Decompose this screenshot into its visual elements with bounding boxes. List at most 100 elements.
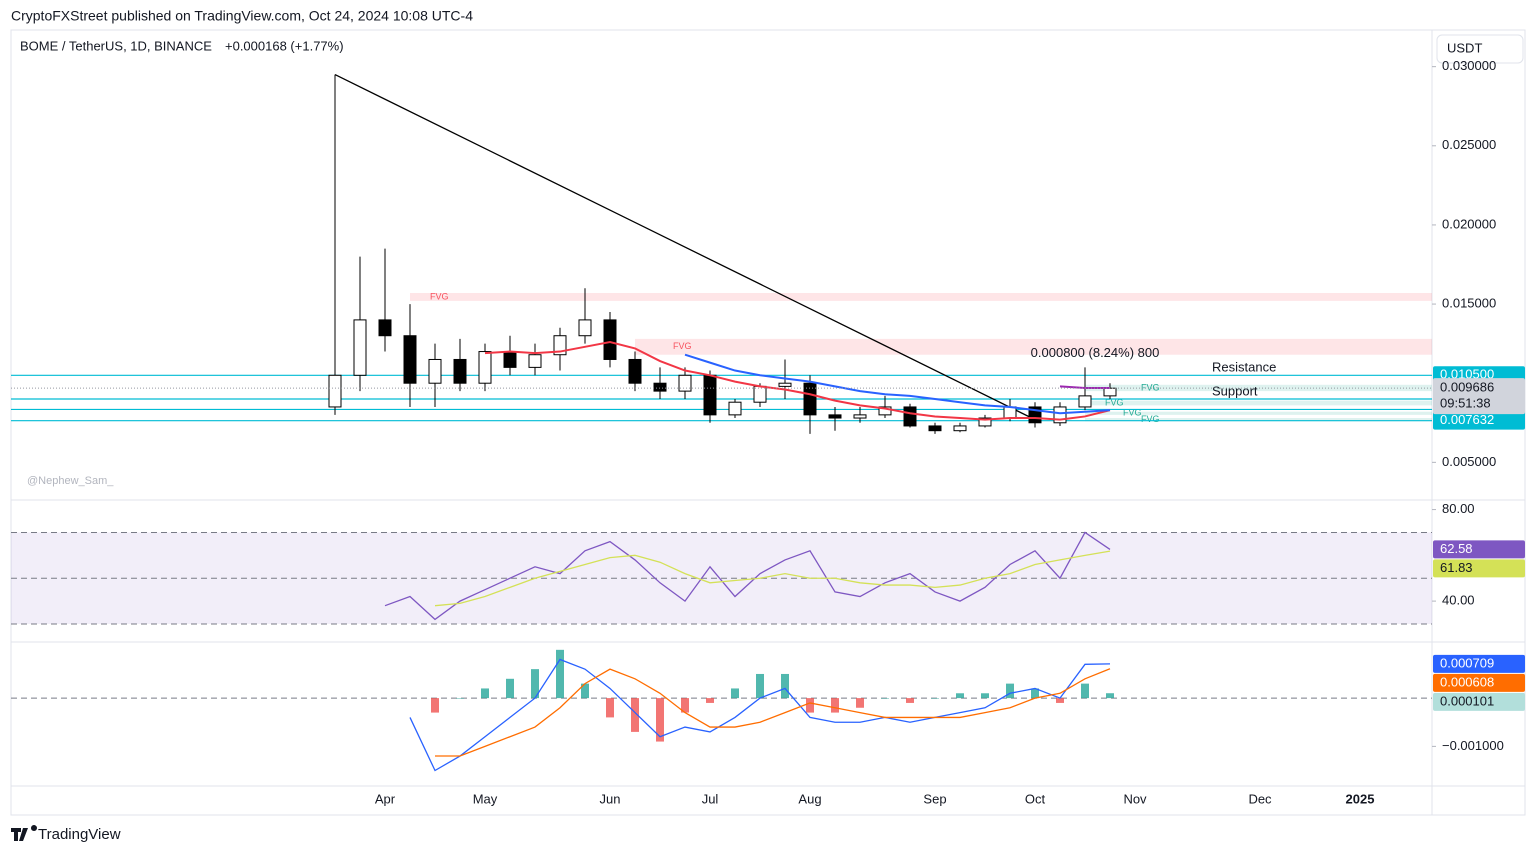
annotation: 0.000800 (8.24%) 800 (1031, 345, 1160, 360)
candle-body (828, 414, 842, 419)
level-label: 0.010500 (1440, 367, 1494, 382)
histogram-bar (531, 669, 539, 699)
candle-body (528, 354, 542, 368)
histogram-bar (1056, 698, 1064, 703)
fvg-label: FVG (430, 291, 449, 301)
histogram-bar (931, 698, 939, 699)
last-value-label-box (1433, 673, 1525, 692)
histogram-bar (581, 683, 589, 699)
histogram-bar (1006, 683, 1014, 699)
candle-body (878, 406, 892, 416)
candle-body (1003, 406, 1017, 419)
frame (10, 29, 1526, 816)
candle-body (753, 385, 767, 403)
histogram-bar (631, 698, 639, 732)
histogram-bar (1106, 693, 1114, 699)
histogram-bar (956, 693, 964, 699)
last-price-label: 0.009686 (1440, 380, 1494, 395)
fvg-label: FVG (1141, 414, 1160, 424)
candle-body (1078, 395, 1092, 408)
last-value-label-box (1433, 540, 1525, 559)
currency[interactable]: USDT (1447, 40, 1482, 55)
fvg-label: FVG (1123, 408, 1142, 418)
level-text: Resistance (1212, 360, 1276, 375)
candle-body (403, 335, 417, 384)
histogram-bar (906, 698, 914, 703)
candle-body (378, 319, 392, 337)
histogram-bar (881, 698, 889, 699)
histogram-bar (481, 688, 489, 699)
y-tick-label: 0.015000 (1442, 296, 1496, 311)
x-tick-label: Jul (702, 791, 719, 806)
histogram-bar (681, 698, 689, 713)
series-line (409, 658, 1111, 772)
candle-body (678, 374, 692, 392)
y-tick-label: −0.001000 (1442, 738, 1504, 753)
footer: TradingView (38, 826, 121, 843)
x-tick-label: Dec (1248, 791, 1272, 806)
histogram-bar (1081, 683, 1089, 699)
candle-body (778, 382, 792, 387)
y-tick-label: 0.025000 (1442, 137, 1496, 152)
histogram-bar (831, 698, 839, 713)
x-tick-label: Apr (375, 791, 396, 806)
candle-body (353, 319, 367, 376)
symbol: BOME / TetherUS, 1D, BINANCE (20, 38, 212, 53)
last-value-label-box (1433, 559, 1525, 578)
fvg-label: FVG (673, 341, 692, 351)
candle-body (578, 319, 592, 337)
x-tick-label: Jun (600, 791, 621, 806)
level-label-box (1433, 411, 1525, 430)
logo (11, 825, 37, 841)
series-line (435, 668, 1111, 757)
candle-body (728, 401, 742, 416)
x-tick-label: Sep (923, 791, 946, 806)
fvg-label: FVG (1105, 397, 1124, 407)
x-tick-label: Oct (1025, 791, 1046, 806)
level-label: 0.007632 (1440, 412, 1494, 427)
fvg-zone (635, 338, 1432, 355)
currency-button[interactable] (1436, 34, 1524, 64)
series-line (484, 341, 1111, 421)
last-value-label: 61.83 (1440, 560, 1473, 575)
last-price-box (1433, 378, 1525, 415)
candle-body (803, 382, 817, 416)
histogram-bar (456, 698, 464, 699)
histogram-bar (1031, 688, 1039, 699)
x-tick-label: 2025 (1346, 791, 1375, 806)
y-tick-label: 40.00 (1442, 593, 1475, 608)
series-line (384, 531, 1111, 621)
histogram-bar (781, 673, 789, 699)
last-value-label-box (1433, 692, 1525, 711)
candle-body (978, 417, 992, 427)
last-value-label: 0.000709 (1440, 655, 1494, 670)
x-tick-label: Aug (798, 791, 821, 806)
histogram-bar (556, 649, 564, 699)
candle-body (853, 414, 867, 419)
candle-body (478, 351, 492, 384)
y-tick-label: 0.005000 (1442, 454, 1496, 469)
last-value-label: 0.000101 (1440, 693, 1494, 708)
countdown: 09:51:38 (1440, 396, 1491, 411)
candle-body (928, 425, 942, 432)
candle-body (328, 374, 342, 408)
level-text: Support (1212, 383, 1258, 398)
histogram-bar (606, 698, 614, 718)
change: +0.000168 (+1.77%) (225, 38, 344, 53)
fvg-zone (1085, 418, 1432, 422)
histogram-bar (506, 678, 514, 699)
candle-body (953, 425, 967, 432)
watermark: @Nephew_Sam_ (27, 475, 114, 487)
candle-body (603, 319, 617, 360)
candle-body (1103, 387, 1117, 397)
fvg-zone (1085, 400, 1432, 406)
histogram-bar (656, 698, 664, 742)
series-line (434, 550, 1111, 607)
y-tick-label: 0.020000 (1442, 216, 1496, 231)
last-value-label-box (1433, 654, 1525, 673)
histogram-bar (731, 688, 739, 699)
candle-body (628, 358, 642, 384)
